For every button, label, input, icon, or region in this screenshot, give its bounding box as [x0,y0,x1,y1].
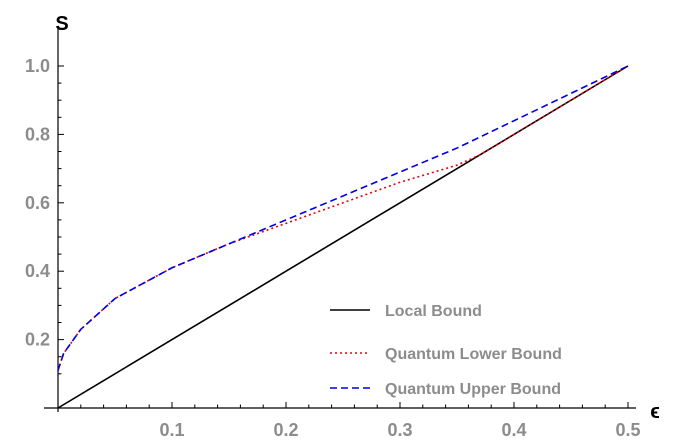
x-axis-title: ϵ [650,401,660,423]
legend-label-2: Quantum Upper Bound [385,381,561,398]
x-tick-label: 0.5 [615,420,640,440]
legend: Local Bound Quantum Lower Bound Quantum Up… [330,303,562,398]
y-axis-title: S [55,13,68,35]
x-tick-label: 0.3 [387,420,412,440]
legend-label-1: Quantum Lower Bound [385,346,562,363]
x-tick-label: 0.4 [501,420,526,440]
labels: 0.2 0.4 0.6 0.8 1.0 0.1 0.2 0.3 0.4 0.5 Sϵ [25,13,660,440]
y-tick-label: 0.8 [25,124,50,144]
series-line-2 [57,65,629,371]
x-tick-label: 0.2 [273,420,298,440]
x-tick-label: 0.1 [159,420,184,440]
y-tick-label: 0.2 [25,330,50,350]
y-tick-label: 1.0 [25,56,50,76]
y-tick-label: 0.6 [25,193,50,213]
legend-label-0: Local Bound [385,303,482,320]
series-layer [57,65,629,409]
y-tick-label: 0.4 [25,261,50,281]
series-line-1 [57,65,629,371]
axes [44,26,636,412]
